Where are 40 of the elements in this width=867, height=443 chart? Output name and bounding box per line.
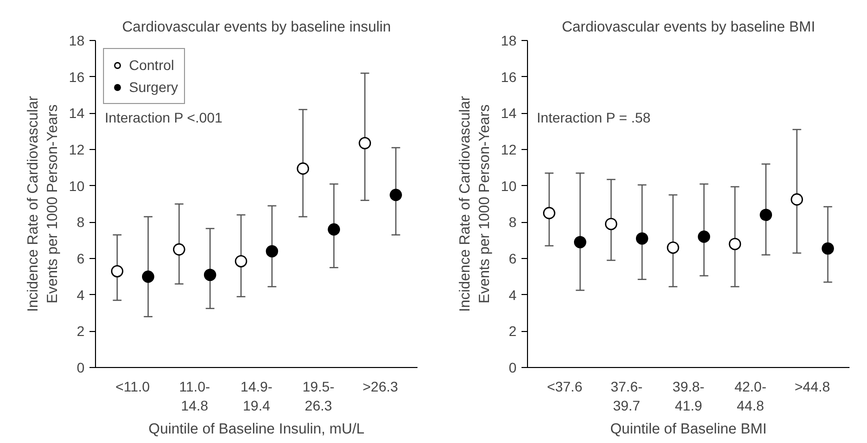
- y-tick-label: 2: [508, 323, 517, 340]
- y-tick-label: 6: [76, 250, 85, 266]
- y-axis-title: Incidence Rate of Cardiovascular Events per 1000 Person-Years: [26, 96, 61, 312]
- y-tick-label: 4: [508, 286, 517, 303]
- y-tick-label: 18: [500, 32, 517, 48]
- y-tick-label: 8: [76, 214, 85, 230]
- chart-title: Cardiovascular events by baseline BMI: [562, 20, 816, 36]
- x-tick-label: <37.6: [546, 378, 583, 394]
- x-tick-label: >26.3: [362, 378, 398, 394]
- y-tick-label: 14: [68, 105, 85, 122]
- legend-label: Control: [129, 57, 174, 73]
- y-tick-label: 18: [68, 32, 85, 48]
- x-tick-label: 11.0- 14.8: [179, 378, 210, 414]
- y-tick-label: 16: [500, 68, 517, 85]
- y-tick-label: 6: [508, 250, 517, 266]
- y-tick-label: 2: [76, 323, 85, 340]
- annotation: Interaction P = .58: [536, 110, 651, 126]
- annotation: Interaction P <.001: [104, 110, 223, 126]
- y-tick-label: 10: [500, 178, 517, 194]
- chart-title: Cardiovascular events by baseline insulin: [122, 20, 391, 36]
- y-tick-label: 8: [508, 214, 517, 230]
- legend-label: Surgery: [129, 79, 178, 95]
- y-tick-label: 0: [508, 360, 517, 376]
- x-tick-label: 39.8- 41.9: [672, 378, 705, 414]
- x-tick-label: <11.0: [115, 378, 150, 394]
- y-tick-label: 12: [68, 142, 85, 158]
- x-tick-label: >44.8: [794, 378, 830, 394]
- y-axis-title: Incidence Rate of Cardiovascular Events per 1000 Person-Years: [458, 96, 493, 312]
- y-tick-label: 16: [68, 68, 85, 85]
- y-tick-label: 4: [76, 286, 85, 303]
- y-tick-label: 14: [500, 105, 517, 122]
- x-tick-label: 19.5- 26.3: [302, 378, 335, 414]
- y-tick-label: 12: [500, 142, 517, 158]
- x-axis-title: Quintile of Baseline Insulin, mU/L: [148, 422, 364, 438]
- x-tick-label: 37.6- 39.7: [610, 378, 643, 414]
- y-tick-label: 0: [76, 360, 85, 376]
- x-tick-label: 14.9- 19.4: [240, 378, 273, 414]
- x-axis-title: Quintile of Baseline BMI: [610, 422, 767, 438]
- y-tick-label: 10: [68, 178, 85, 194]
- x-tick-label: 42.0- 44.8: [734, 378, 767, 414]
